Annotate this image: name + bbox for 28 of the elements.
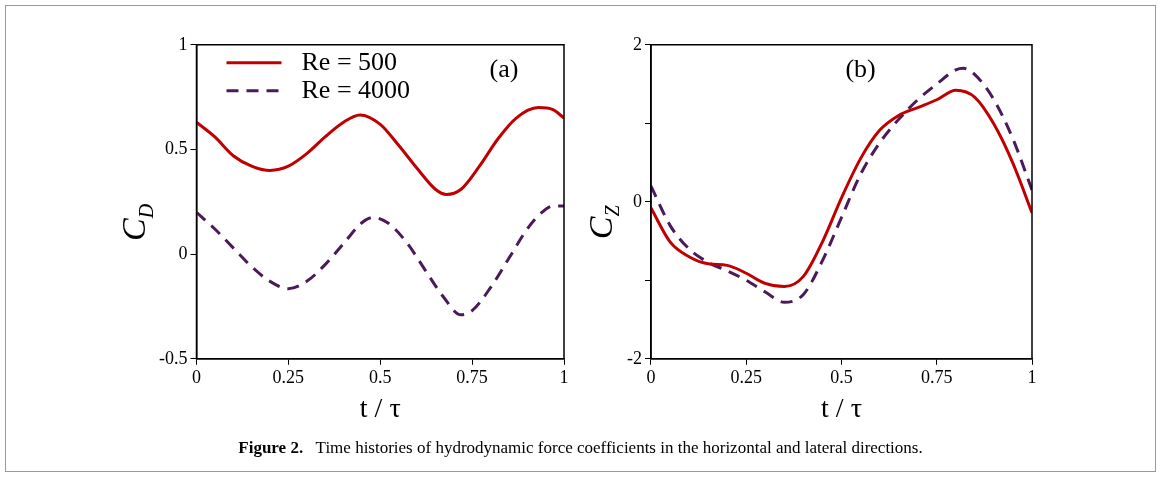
line-series xyxy=(650,88,1032,289)
x-tick-label: 1 xyxy=(559,367,569,388)
y-tick-label: 0 xyxy=(632,190,642,211)
x-tick-label: 0 xyxy=(646,367,656,388)
caption: Figure 2. xyxy=(238,438,304,457)
x-tick-label: 1 xyxy=(1027,367,1037,388)
y-tick-label: 0.5 xyxy=(164,138,188,159)
x-tick-label: 0 xyxy=(191,367,201,388)
line-series xyxy=(196,106,564,196)
line-series xyxy=(196,204,564,317)
text: Time histories of hydrodynamic force coefficients in the horizontal and lateral directions. xyxy=(314,438,923,457)
legend-label: Re = 4000 xyxy=(301,74,411,104)
x-tick-label: 0.5 xyxy=(830,367,853,388)
x-axis-title: t / τ xyxy=(821,391,862,423)
x-axis-title: t / τ xyxy=(359,391,401,423)
x-tick-label: 0.75 xyxy=(921,367,953,388)
x-tick-label: 0.5 xyxy=(369,367,392,388)
x-tick-label: 0.25 xyxy=(272,367,305,388)
y-tick-label: 2 xyxy=(632,33,642,54)
y-tick-label: -2 xyxy=(626,347,642,368)
y-tick-label: 0 xyxy=(178,242,188,263)
y-tick-label: -0.5 xyxy=(158,347,188,368)
y-tick-label: 1 xyxy=(178,33,188,54)
x-tick-label: 0.25 xyxy=(730,367,762,388)
legend-label: Re = 500 xyxy=(301,46,398,76)
annotation: (a) xyxy=(489,53,519,83)
x-tick-label: 0.75 xyxy=(456,367,488,388)
annotation: (b) xyxy=(845,53,876,83)
